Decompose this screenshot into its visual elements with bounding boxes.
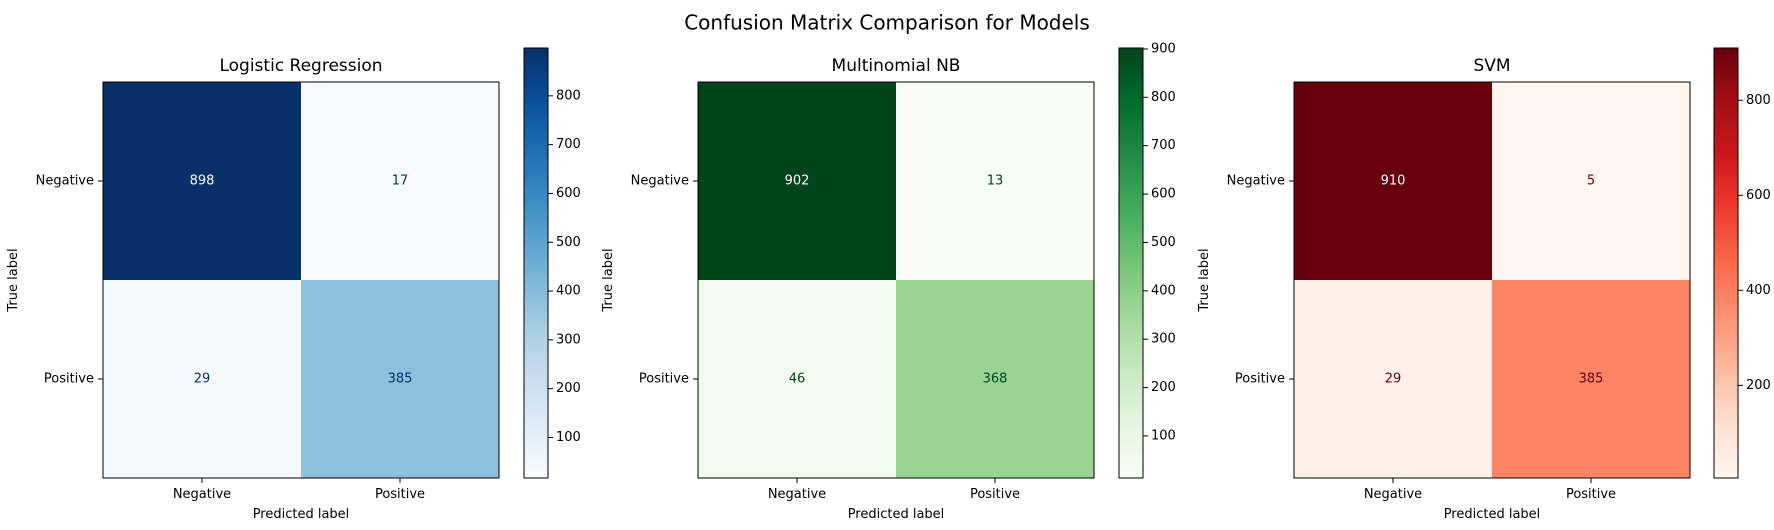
colorbar-tick-label: 600	[1151, 187, 1176, 202]
colorbar-tick-label: 200	[1746, 378, 1771, 393]
x-axis-label: Predicted label	[848, 507, 945, 522]
cell-value-label: 368	[983, 372, 1008, 387]
panel-title: SVM	[1473, 56, 1510, 76]
cell-value-label: 898	[190, 174, 215, 189]
y-tick-label: Negative	[1227, 174, 1285, 189]
heatmap-cell	[1492, 280, 1690, 478]
heatmap-cell	[1492, 82, 1690, 280]
heatmap-cell	[698, 82, 896, 280]
plot-frame	[697, 81, 1095, 479]
colorbar-tick-label: 700	[1151, 138, 1176, 153]
cell-value-label: 29	[194, 372, 211, 387]
x-tick-label: Positive	[970, 487, 1020, 502]
heatmap-cell	[301, 280, 499, 478]
cell-value-label: 385	[388, 372, 413, 387]
colorbar-tick-label: 400	[1151, 283, 1176, 298]
colorbar-tick-label: 700	[556, 137, 581, 152]
heatmap-cell	[103, 280, 301, 478]
heatmap-cell	[1294, 280, 1492, 478]
cell-value-label: 13	[987, 174, 1004, 189]
colorbar-tick-label: 500	[556, 235, 581, 250]
panel-3: SVM 910 5 29 385 Negative Positive Negative Posi…	[1197, 47, 1771, 522]
x-tick-label: Positive	[375, 487, 425, 502]
cell-value-label: 910	[1381, 174, 1406, 189]
x-axis-label: Predicted label	[253, 507, 350, 522]
x-tick-label: Negative	[173, 487, 231, 502]
heatmap-cell	[896, 280, 1094, 478]
cell-value-label: 5	[1587, 174, 1595, 189]
colorbar-tick-label: 300	[556, 332, 581, 347]
colorbar-tick-label: 500	[1151, 235, 1176, 250]
y-tick-label: Negative	[36, 174, 94, 189]
x-tick-label: Negative	[1364, 487, 1422, 502]
y-tick-label: Positive	[44, 372, 94, 387]
colorbar	[1118, 47, 1144, 479]
heatmap-cell	[896, 82, 1094, 280]
colorbar-tick-label: 400	[556, 284, 581, 299]
colorbar-tick-label: 200	[1151, 380, 1176, 395]
cell-value-label: 902	[785, 174, 810, 189]
heatmap-cell	[103, 82, 301, 280]
colorbar-tick-label: 800	[1151, 90, 1176, 105]
y-axis-label: True label	[1197, 248, 1212, 312]
heatmap-cell	[698, 280, 896, 478]
panel-1: Logistic Regression 898 17 29 385 Negative Pos…	[6, 47, 581, 522]
heatmap-cell	[301, 82, 499, 280]
colorbar-tick-label: 600	[1746, 188, 1771, 203]
colorbar	[523, 47, 549, 479]
colorbar-tick-label: 800	[556, 88, 581, 103]
y-tick-label: Positive	[639, 372, 689, 387]
panel-title: Logistic Regression	[219, 56, 382, 76]
colorbar-tick-label: 100	[1151, 428, 1176, 443]
heatmap-cell	[1294, 82, 1492, 280]
panel-2: Multinomial NB 902 13 46 368 Negative Positive…	[601, 41, 1176, 522]
y-tick-label: Negative	[631, 174, 689, 189]
cell-value-label: 17	[392, 174, 409, 189]
colorbar-tick-label: 800	[1746, 93, 1771, 108]
colorbar-tick-label: 400	[1746, 283, 1771, 298]
colorbar-tick-label: 900	[1151, 41, 1176, 56]
panels-group: Logistic Regression 898 17 29 385 Negative Pos…	[6, 41, 1771, 522]
y-axis-label: True label	[6, 248, 21, 312]
x-tick-label: Positive	[1566, 487, 1616, 502]
cell-value-label: 46	[789, 372, 806, 387]
figure-title: Confusion Matrix Comparison for Models	[684, 11, 1090, 35]
plot-frame	[1293, 81, 1691, 479]
x-axis-label: Predicted label	[1444, 507, 1541, 522]
colorbar-tick-label: 300	[1151, 332, 1176, 347]
cell-value-label: 29	[1385, 372, 1402, 387]
plot-frame	[102, 81, 500, 479]
y-axis-label: True label	[601, 248, 616, 312]
colorbar-tick-label: 100	[556, 430, 581, 445]
colorbar	[1713, 47, 1739, 479]
y-tick-label: Positive	[1235, 372, 1285, 387]
colorbar-tick-label: 200	[556, 381, 581, 396]
panel-title: Multinomial NB	[832, 56, 961, 76]
x-tick-label: Negative	[768, 487, 826, 502]
cell-value-label: 385	[1579, 372, 1604, 387]
colorbar-tick-label: 600	[556, 186, 581, 201]
